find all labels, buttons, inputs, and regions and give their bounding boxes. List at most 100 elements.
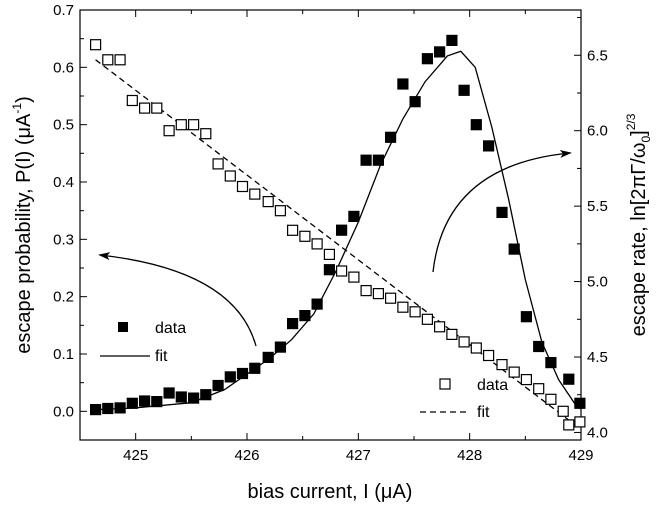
escape-probability-data-point bbox=[385, 131, 397, 143]
escape-rate-data-point bbox=[533, 383, 545, 395]
escape-rate-data-point bbox=[545, 393, 557, 405]
escape-probability-data-point bbox=[212, 379, 224, 392]
escape-rate-data-point bbox=[434, 321, 446, 333]
y-right-tick-label: 4.0 bbox=[587, 424, 608, 441]
legend-left-data-label: data bbox=[155, 320, 186, 337]
legend-right-data-label: data bbox=[477, 377, 508, 394]
escape-rate-data-point bbox=[483, 349, 495, 362]
escape-probability-data-point bbox=[274, 341, 286, 353]
y-right-tick-label: 5.5 bbox=[587, 198, 608, 215]
escape-probability-data-point bbox=[434, 46, 446, 58]
escape-rate-data-point bbox=[557, 405, 569, 417]
escape-probability-data-point bbox=[224, 371, 236, 383]
escape-probability-data-point bbox=[348, 210, 360, 222]
escape-probability-data-point bbox=[470, 119, 482, 131]
escape-rate-data-point bbox=[212, 158, 224, 170]
escape-probability-data-point bbox=[336, 224, 348, 236]
escape-probability-data-point bbox=[102, 402, 114, 415]
escape-probability-data-point bbox=[299, 310, 311, 322]
escape-probability-data-point bbox=[89, 404, 102, 416]
y-left-tick-label: 0.2 bbox=[53, 289, 74, 306]
escape-probability-data-point bbox=[496, 206, 508, 218]
escape-rate-data-point bbox=[360, 285, 372, 297]
x-tick-label: 427 bbox=[346, 447, 371, 464]
escape-rate-data-point bbox=[287, 224, 299, 236]
x-tick-label: 425 bbox=[123, 447, 148, 464]
escape-rate-data-point bbox=[458, 336, 470, 348]
escape-rate-data-point bbox=[397, 301, 409, 313]
y-right-tick-label: 5.0 bbox=[587, 274, 608, 291]
escape-rate-data-point bbox=[188, 119, 200, 131]
legend-filled-square-marker bbox=[118, 322, 128, 332]
escape-rate-data-point bbox=[323, 248, 335, 260]
escape-probability-data-point bbox=[409, 96, 421, 108]
escape-probability-data-point bbox=[114, 402, 126, 414]
left-axis-arrow bbox=[98, 252, 257, 347]
y-right-tick-label: 6.5 bbox=[587, 47, 608, 64]
plot-frame bbox=[79, 9, 582, 441]
escape-rate-fit-line bbox=[95, 59, 582, 430]
escape-probability-data-point bbox=[397, 78, 409, 90]
escape-rate-data-point bbox=[336, 265, 348, 277]
escape-rate-data-point bbox=[89, 39, 102, 51]
escape-rate-data-point bbox=[496, 359, 508, 371]
escape-rate-data-point bbox=[249, 188, 261, 200]
escape-probability-data-point bbox=[545, 357, 557, 369]
escape-rate-data-point bbox=[163, 125, 175, 137]
escape-rate-data-point bbox=[200, 128, 212, 140]
escape-rate-data-point bbox=[274, 205, 286, 217]
series-layer bbox=[89, 34, 586, 431]
escape-rate-data-point bbox=[151, 102, 163, 114]
x-tick-label: 426 bbox=[234, 447, 259, 464]
legend-right: data fit bbox=[420, 377, 508, 421]
escape-probability-data-point bbox=[236, 367, 249, 380]
y-right-tick-label: 4.5 bbox=[587, 349, 608, 366]
escape-rate-data-point bbox=[372, 288, 384, 300]
escape-rate-data-point bbox=[470, 342, 482, 354]
escape-rate-data-point bbox=[224, 170, 236, 182]
escape-probability-data-point bbox=[483, 140, 495, 152]
escape-rate-data-point bbox=[236, 180, 249, 193]
escape-rate-data-point bbox=[409, 306, 421, 318]
escape-rate-data-point bbox=[262, 196, 274, 208]
escape-rate-data-point bbox=[385, 292, 397, 304]
escape-rate-data-point bbox=[574, 416, 586, 428]
escape-probability-data-point bbox=[563, 373, 575, 385]
escape-rate-data-point bbox=[520, 374, 533, 386]
escape-probability-fit-line bbox=[95, 50, 582, 411]
escape-probability-data-point bbox=[287, 318, 299, 330]
legend-left-fit-label: fit bbox=[155, 348, 168, 365]
escape-probability-data-point bbox=[200, 389, 212, 401]
escape-probability-data-point bbox=[508, 243, 520, 255]
escape-probability-data-point bbox=[249, 362, 261, 374]
escape-probability-data-point bbox=[421, 53, 433, 65]
escape-rate-data-point bbox=[175, 119, 187, 131]
x-axis-title: bias current, I (μA) bbox=[248, 481, 413, 503]
legend-left: data fit bbox=[100, 320, 186, 365]
y-left-tick-label: 0.7 bbox=[53, 2, 74, 19]
escape-probability-data-point bbox=[323, 264, 335, 276]
y-left-tick-label: 0.4 bbox=[53, 174, 74, 191]
escape-probability-data-point bbox=[520, 311, 533, 323]
escape-probability-data-point bbox=[360, 154, 372, 166]
x-tick-label: 429 bbox=[568, 447, 593, 464]
escape-rate-data-point bbox=[114, 54, 126, 66]
y-left-tick-label: 0.3 bbox=[53, 231, 74, 248]
escape-probability-data-point bbox=[458, 84, 470, 96]
escape-probability-data-point bbox=[262, 351, 274, 363]
escape-probability-data-point bbox=[175, 391, 187, 403]
escape-rate-data-point bbox=[311, 238, 323, 250]
tick-layer: 425 426 427 428 429 0.0 0.1 0.2 0.3 0.4 0.5 0.6 0.7 4… bbox=[53, 2, 608, 464]
y-left-tick-label: 0.0 bbox=[53, 403, 74, 420]
escape-rate-data-point bbox=[563, 419, 575, 431]
escape-rate-data-point bbox=[508, 366, 520, 378]
y-axis-title-left: escape probability, P(I) (μA-1) bbox=[10, 96, 35, 354]
escape-probability-data-point bbox=[533, 340, 545, 353]
y-left-tick-label: 0.1 bbox=[53, 346, 74, 363]
escape-probability-data-point bbox=[126, 397, 138, 409]
escape-probability-data-point bbox=[446, 34, 458, 47]
escape-rate-data-point bbox=[421, 313, 433, 325]
y-right-tick-label: 6.0 bbox=[587, 123, 608, 140]
escape-probability-data-point bbox=[139, 395, 151, 407]
